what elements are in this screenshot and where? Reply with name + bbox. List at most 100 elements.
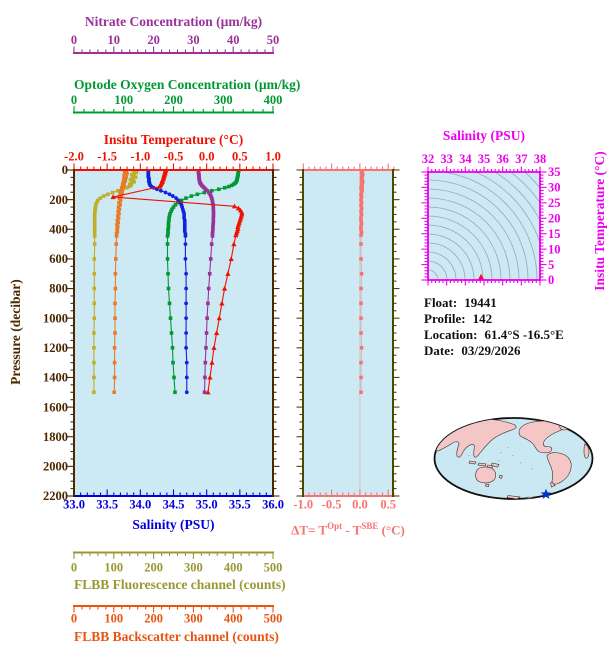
salinity-series: [146, 169, 189, 395]
svg-text:5: 5: [548, 258, 554, 272]
temperature-axis: -2.0 -1.5 -1.0 -0.5 0.0 0.5 1.0: [64, 150, 281, 171]
oxygen-series: [165, 169, 241, 395]
svg-text:300: 300: [184, 612, 203, 626]
svg-text:15: 15: [548, 227, 561, 241]
location-value: 61.4°S -16.5°E: [484, 327, 564, 342]
svg-text:50: 50: [267, 33, 280, 47]
svg-text:34.0: 34.0: [129, 498, 151, 512]
location-row: Location: 61.4°S -16.5°E: [424, 327, 564, 343]
svg-text:1200: 1200: [43, 341, 68, 355]
profile-label: Profile:: [424, 311, 466, 326]
delta-t-top-axis: [302, 163, 395, 171]
profile-plot-area: [74, 170, 273, 496]
ts-series-group: [478, 273, 485, 280]
svg-text:200: 200: [144, 612, 163, 626]
svg-text:20: 20: [548, 211, 561, 225]
date-label: Date:: [424, 343, 455, 358]
svg-text:0: 0: [71, 561, 77, 575]
fluorescence-axis: 0 100 200 300 400 500: [71, 551, 283, 575]
svg-text:100: 100: [114, 93, 133, 107]
svg-text:100: 100: [104, 561, 123, 575]
delta-t-bottom-axis: -1.0 -0.5 0.0 0.5: [293, 489, 396, 512]
date-row: Date: 03/29/2026: [424, 343, 564, 359]
svg-text:1800: 1800: [43, 430, 68, 444]
svg-text:36: 36: [496, 152, 509, 166]
svg-text:200: 200: [164, 93, 183, 107]
svg-text:400: 400: [49, 222, 68, 236]
svg-text:33.0: 33.0: [63, 498, 85, 512]
pressure-axis-right: [272, 169, 280, 497]
ts-left-axis: [421, 171, 429, 281]
svg-text:1.0: 1.0: [265, 150, 281, 164]
location-label: Location:: [424, 327, 478, 342]
svg-text:300: 300: [214, 93, 233, 107]
svg-text:-0.5: -0.5: [322, 498, 342, 512]
svg-text:34: 34: [459, 152, 472, 166]
svg-text:100: 100: [104, 612, 123, 626]
svg-text:0.5: 0.5: [380, 498, 396, 512]
world-map: [433, 417, 594, 500]
profile-value: 142: [472, 311, 493, 326]
svg-text:37: 37: [515, 152, 528, 166]
svg-text:32: 32: [422, 152, 435, 166]
svg-text:30: 30: [187, 33, 200, 47]
float-location-star-icon: [540, 488, 552, 499]
svg-text:10: 10: [548, 242, 561, 256]
svg-text:33: 33: [440, 152, 453, 166]
svg-text:0.0: 0.0: [199, 150, 215, 164]
float-value: 19441: [464, 295, 497, 310]
svg-text:600: 600: [49, 252, 68, 266]
svg-text:200: 200: [144, 561, 163, 575]
svg-text:2000: 2000: [43, 460, 68, 474]
svg-text:300: 300: [184, 561, 203, 575]
svg-text:500: 500: [264, 612, 283, 626]
svg-text:800: 800: [49, 282, 68, 296]
svg-text:10: 10: [108, 33, 121, 47]
svg-text:200: 200: [49, 193, 68, 207]
pressure-axis-left: 0 200 400 600 800 1000 1200 1400 1600 1800 2000 220…: [43, 163, 75, 503]
svg-text:0.5: 0.5: [232, 150, 248, 164]
svg-text:-1.5: -1.5: [97, 150, 117, 164]
svg-text:2200: 2200: [43, 489, 68, 503]
delta-t-right-axis: [392, 169, 400, 497]
backscatter-axis: 0 100 200 300 400 500: [71, 605, 283, 626]
delta-t-series-group: [359, 170, 365, 395]
svg-text:33.5: 33.5: [96, 498, 118, 512]
svg-text:400: 400: [224, 561, 243, 575]
salinity-axis: 33.0 33.5 34.0 34.5 35.0 35.5 36.0: [63, 489, 284, 512]
nitrate-axis: 0 10 20 30 40 50: [71, 33, 280, 54]
float-label: Float:: [424, 295, 458, 310]
svg-text:-1.0: -1.0: [130, 150, 150, 164]
svg-text:34.5: 34.5: [163, 498, 185, 512]
date-value: 03/29/2026: [461, 343, 521, 358]
svg-text:35: 35: [548, 165, 561, 179]
temperature-series: [110, 169, 245, 395]
svg-text:-0.5: -0.5: [164, 150, 184, 164]
svg-text:500: 500: [264, 561, 283, 575]
svg-text:0: 0: [71, 93, 77, 107]
svg-text:36.0: 36.0: [262, 498, 284, 512]
svg-text:400: 400: [224, 612, 243, 626]
svg-text:400: 400: [264, 93, 283, 107]
svg-text:30: 30: [548, 181, 561, 195]
ts-plot-area: [428, 172, 540, 280]
float-info: Float: 19441 Profile: 142 Location: 61.4°S …: [424, 295, 564, 359]
svg-text:1000: 1000: [43, 311, 68, 325]
svg-text:0: 0: [548, 273, 554, 287]
svg-text:0: 0: [71, 33, 77, 47]
svg-text:-2.0: -2.0: [64, 150, 84, 164]
svg-text:35.0: 35.0: [196, 498, 218, 512]
svg-text:38: 38: [534, 152, 547, 166]
profile-row: Profile: 142: [424, 311, 564, 327]
svg-text:-1.0: -1.0: [293, 498, 313, 512]
svg-text:1600: 1600: [43, 400, 68, 414]
svg-text:20: 20: [147, 33, 160, 47]
oxygen-axis: 0 100 200 300 400: [71, 93, 283, 114]
delta-t-plot-area: [303, 170, 393, 496]
svg-text:1400: 1400: [43, 371, 68, 385]
ts-bottom-axis: [427, 279, 541, 286]
svg-text:0: 0: [71, 612, 77, 626]
svg-text:25: 25: [548, 196, 561, 210]
